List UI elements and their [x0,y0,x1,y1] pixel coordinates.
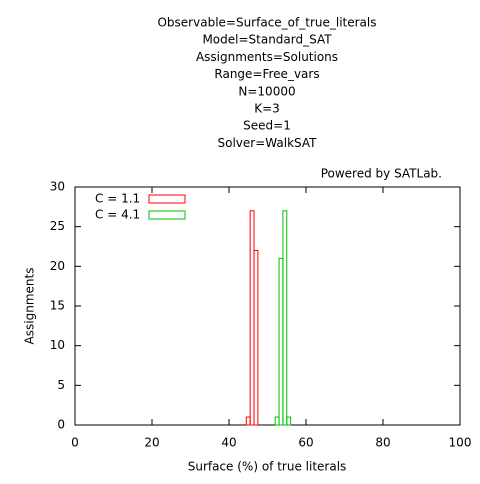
x-tick-label: 100 [449,436,472,450]
plot-border [74,186,461,426]
histogram-bar [278,257,284,426]
title-line: Observable=Surface_of_true_literals [157,16,376,30]
histogram-bar [245,416,251,426]
title-line: Range=Free_vars [214,67,319,81]
x-tick-label: 80 [375,436,390,450]
y-tick-label: 25 [50,219,65,233]
title-line: N=10000 [238,84,295,98]
legend-swatch [148,194,186,204]
y-tick-label: 5 [57,378,65,392]
histogram-bar [282,210,288,426]
histogram-bar [249,210,255,426]
title-line: Model=Standard_SAT [202,33,332,47]
title-line: Solver=WalkSAT [218,136,318,150]
histogram-bar [274,416,280,426]
title-line: K=3 [254,102,280,116]
x-tick-label: 0 [71,436,79,450]
y-tick-label: 15 [50,299,65,313]
x-tick-label: 60 [298,436,313,450]
y-tick-label: 20 [50,259,65,273]
y-axis-label: Assignments [23,268,37,345]
histogram-bar [253,249,259,426]
x-axis-label: Surface (%) of true literals [188,460,347,474]
y-tick-label: 0 [57,418,65,432]
legend-label: C = 4.1 [95,208,140,222]
title-line: Assignments=Solutions [196,50,338,64]
y-tick-label: 10 [50,338,65,352]
annotation: Powered by SATLab. [321,167,442,181]
legend-label: C = 1.1 [95,192,140,206]
legend-swatch [148,210,186,220]
x-tick-label: 20 [144,436,159,450]
x-tick-label: 40 [221,436,236,450]
histogram-bar [286,416,292,426]
title-line: Seed=1 [243,119,291,133]
y-tick-label: 30 [50,180,65,194]
